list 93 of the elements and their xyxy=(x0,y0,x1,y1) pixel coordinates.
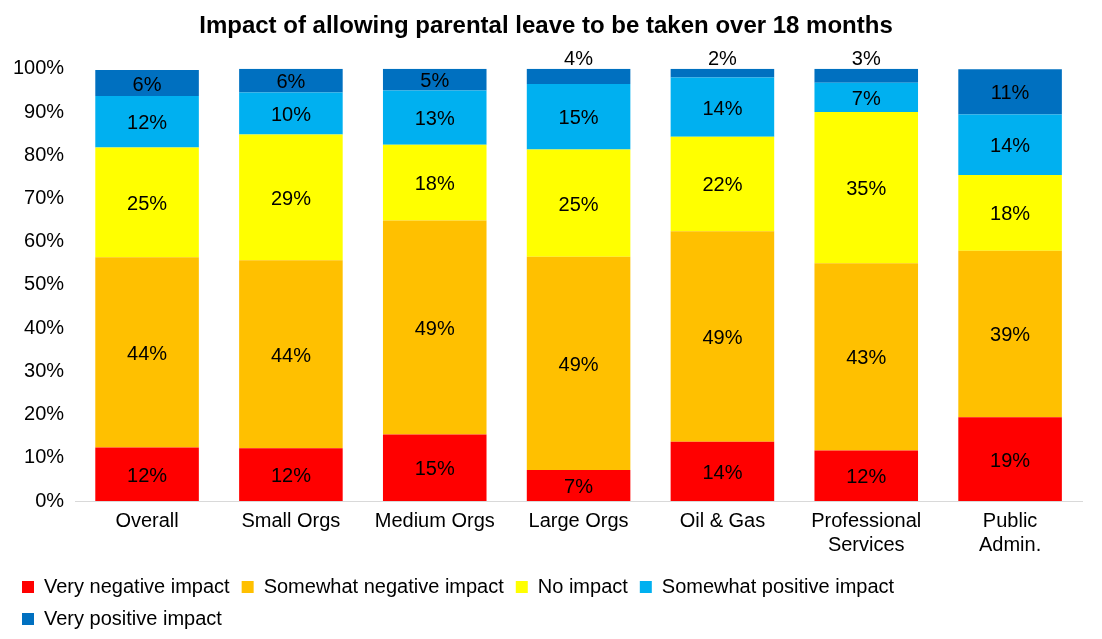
bar xyxy=(814,112,919,264)
data-label: 25% xyxy=(127,191,168,214)
bar xyxy=(526,469,631,501)
bar xyxy=(382,220,487,435)
data-label: 35% xyxy=(846,177,887,200)
bar xyxy=(95,257,199,448)
legend-label: Somewhat negative impact xyxy=(263,574,505,597)
bar xyxy=(958,417,1062,501)
bar xyxy=(814,82,919,113)
y-tick-label: 40% xyxy=(24,315,65,338)
chart-title: Impact of allowing parental leave to be taken over 18 months xyxy=(199,11,893,39)
bar xyxy=(958,175,1062,251)
y-tick-label: 100% xyxy=(13,56,65,79)
bar xyxy=(526,256,631,470)
legend-label: No impact xyxy=(537,574,629,597)
data-label: 7% xyxy=(564,474,594,497)
bar xyxy=(382,434,487,501)
bar xyxy=(382,90,487,145)
data-label: 12% xyxy=(127,111,168,134)
x-tick-label: Medium Orgs xyxy=(374,508,495,531)
data-label: 49% xyxy=(558,352,599,375)
bar xyxy=(958,114,1062,176)
bar xyxy=(95,447,199,501)
legend-label: Very positive impact xyxy=(44,606,223,629)
bar xyxy=(526,149,631,257)
legend-label: Somewhat positive impact xyxy=(661,574,895,597)
bar xyxy=(958,250,1062,418)
x-tick-label: Small Orgs xyxy=(241,508,341,531)
bar xyxy=(670,77,775,137)
bar xyxy=(239,448,343,501)
y-tick-label: 0% xyxy=(35,488,65,511)
data-label: 12% xyxy=(270,464,312,487)
y-tick-label: 30% xyxy=(24,358,65,381)
y-tick-label: 70% xyxy=(24,185,65,208)
x-tick-label: Overall xyxy=(115,508,179,531)
bar xyxy=(95,96,199,148)
data-label: 12% xyxy=(127,463,168,486)
y-tick-label: 90% xyxy=(24,99,65,122)
data-label: 39% xyxy=(990,323,1031,346)
x-tick-label: Public Admin. xyxy=(978,508,1042,555)
bar xyxy=(239,68,343,93)
y-tick-label: 20% xyxy=(24,402,65,425)
data-label: 22% xyxy=(702,173,743,196)
data-label: 14% xyxy=(702,460,743,483)
bar xyxy=(670,136,775,232)
bar xyxy=(958,69,1062,115)
bar xyxy=(526,68,631,84)
bar xyxy=(814,68,919,83)
data-label: 5% xyxy=(420,69,450,92)
data-label: 10% xyxy=(270,103,312,126)
data-label: 29% xyxy=(270,186,312,209)
legend-label: Very negative impact xyxy=(44,574,231,597)
data-label: 12% xyxy=(846,465,887,488)
bar xyxy=(670,68,775,78)
data-label: 6% xyxy=(276,70,306,93)
x-tick-label: Professional Services xyxy=(811,508,922,555)
data-label: 43% xyxy=(846,346,887,369)
data-label: 3% xyxy=(851,47,881,70)
data-label: 2% xyxy=(707,47,738,70)
data-label: 15% xyxy=(558,106,599,129)
bar xyxy=(814,450,919,501)
bar xyxy=(526,83,631,150)
x-tick-label: Oil & Gas xyxy=(679,508,766,531)
data-label: 15% xyxy=(414,457,455,480)
x-tick-label: Large Orgs xyxy=(528,508,629,531)
y-tick-label: 80% xyxy=(24,142,65,165)
data-label: 44% xyxy=(127,341,168,364)
data-label: 13% xyxy=(414,107,455,130)
bar xyxy=(670,441,775,501)
data-label: 18% xyxy=(990,202,1031,225)
data-label: 14% xyxy=(702,96,743,119)
bar xyxy=(95,70,199,97)
bar xyxy=(814,263,919,451)
y-tick-label: 60% xyxy=(24,229,65,252)
bar xyxy=(670,231,775,442)
data-label: 18% xyxy=(414,172,455,195)
y-tick-label: 50% xyxy=(24,272,65,295)
data-label: 6% xyxy=(132,72,162,95)
bar xyxy=(239,134,343,261)
data-label: 19% xyxy=(990,448,1031,471)
data-label: 49% xyxy=(702,326,743,349)
data-label: 49% xyxy=(414,316,455,339)
bar xyxy=(239,260,343,449)
data-label: 44% xyxy=(270,343,312,366)
data-label: 14% xyxy=(990,134,1031,157)
y-tick-label: 10% xyxy=(24,445,65,468)
data-label: 11% xyxy=(990,81,1030,104)
data-label: 7% xyxy=(851,86,881,109)
bar xyxy=(95,147,199,258)
data-label: 4% xyxy=(564,47,594,70)
bar xyxy=(239,92,343,135)
bar xyxy=(382,144,487,221)
data-label: 25% xyxy=(558,192,599,215)
